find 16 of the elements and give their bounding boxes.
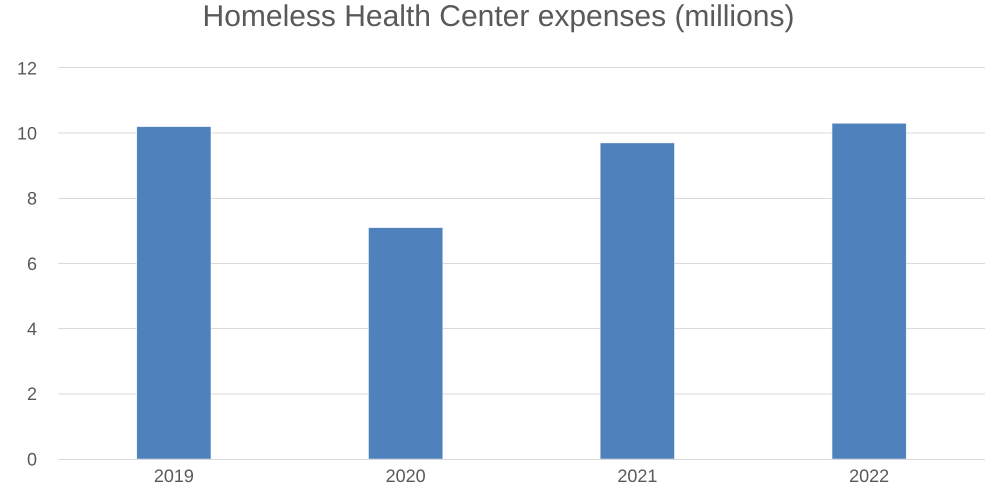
bar bbox=[136, 126, 212, 459]
y-tick-label: 6 bbox=[26, 254, 37, 274]
y-tick-label: 10 bbox=[16, 123, 37, 144]
y-tick-label: 8 bbox=[26, 188, 37, 209]
x-tick-label: 2019 bbox=[154, 466, 194, 486]
y-tick-label: 2 bbox=[26, 384, 37, 404]
x-tick-label: 2021 bbox=[617, 466, 658, 486]
x-tick-label: 2022 bbox=[849, 466, 890, 486]
y-tick-label: 0 bbox=[26, 449, 37, 470]
y-tick-label: 12 bbox=[16, 58, 37, 78]
bar bbox=[600, 142, 675, 459]
y-tick-label: 4 bbox=[26, 318, 37, 339]
bar bbox=[832, 123, 906, 459]
bar bbox=[368, 227, 443, 459]
chart-title: Homeless Health Center expenses (millions) bbox=[202, 0, 794, 33]
x-tick-label: 2020 bbox=[386, 466, 426, 486]
